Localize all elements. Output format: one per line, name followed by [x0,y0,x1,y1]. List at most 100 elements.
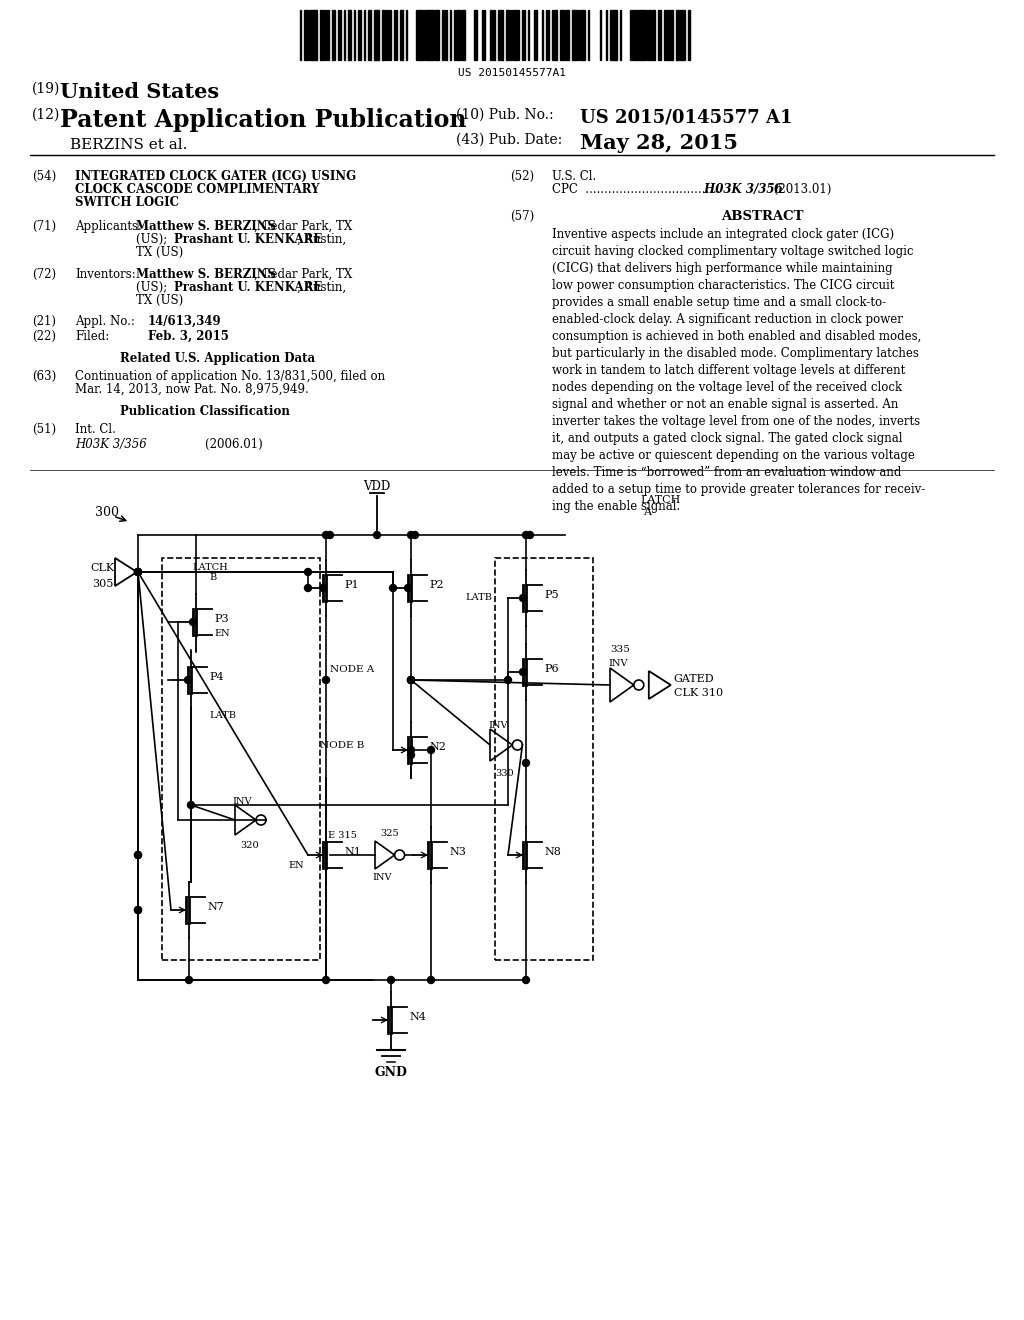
Circle shape [134,907,141,913]
Text: (2006.01): (2006.01) [160,438,263,451]
Circle shape [408,532,415,539]
Text: H03K 3/356: H03K 3/356 [700,183,782,195]
Text: TX (US): TX (US) [136,246,183,259]
Text: 305: 305 [92,579,114,589]
Circle shape [323,532,330,539]
Text: 14/613,349: 14/613,349 [148,315,221,327]
Bar [506,11,509,59]
Bar [314,11,316,59]
Text: CPC  ....................................: CPC .................................... [552,183,720,195]
Text: P3: P3 [214,614,228,624]
Circle shape [522,977,529,983]
Text: E 315: E 315 [328,830,357,840]
Text: Related U.S. Application Data: Related U.S. Application Data [120,352,315,366]
Text: INV: INV [608,660,629,668]
Circle shape [134,569,141,576]
Bar [312,11,314,59]
Text: N7: N7 [207,902,224,912]
Text: United States: United States [60,82,219,102]
Bar [400,11,403,59]
Bar [658,11,662,59]
Circle shape [134,851,141,858]
Text: GND: GND [375,1065,408,1078]
Bar [670,11,673,59]
Text: 300: 300 [95,506,119,519]
Text: CLOCK CASCODE COMPLIMENTARY: CLOCK CASCODE COMPLIMENTARY [75,183,319,195]
Text: EN: EN [214,630,229,639]
Circle shape [323,676,330,684]
Circle shape [522,759,529,767]
Circle shape [387,977,394,983]
Circle shape [526,532,534,539]
Circle shape [187,801,195,808]
Circle shape [134,851,141,858]
Bar [560,11,563,59]
Bar [304,11,306,59]
Text: NODE A: NODE A [330,665,374,675]
Text: 320: 320 [240,842,259,850]
Text: Mar. 14, 2013, now Pat. No. 8,975,949.: Mar. 14, 2013, now Pat. No. 8,975,949. [75,383,309,396]
Bar [456,11,458,59]
Circle shape [404,585,412,591]
Bar [666,11,669,59]
Bar [348,11,351,59]
Bar [474,11,476,59]
Text: LATB: LATB [209,710,236,719]
Text: N2: N2 [429,742,445,752]
Text: (51): (51) [32,422,56,436]
Text: , Cedar Park, TX: , Cedar Park, TX [254,220,352,234]
Text: (72): (72) [32,268,56,281]
Text: , Austin,: , Austin, [297,281,346,294]
Bar [688,11,690,59]
Circle shape [134,907,141,913]
Circle shape [412,532,419,539]
Text: INV: INV [232,796,252,805]
Text: INV: INV [488,721,508,730]
Bar [680,11,682,59]
Text: H03K 3/356: H03K 3/356 [75,438,146,451]
Circle shape [327,532,334,539]
Text: B: B [209,573,217,582]
Text: US 2015/0145577 A1: US 2015/0145577 A1 [580,108,793,125]
Circle shape [505,676,512,684]
Text: Appl. No.:: Appl. No.: [75,315,135,327]
Circle shape [184,676,191,684]
Bar [652,11,654,59]
Text: (US);: (US); [136,281,171,294]
Text: (22): (22) [32,330,56,343]
Bar [642,11,644,59]
Bar [612,11,614,59]
Bar [310,11,312,59]
Circle shape [408,747,415,754]
Text: Prashant U. KENKARE: Prashant U. KENKARE [174,234,323,246]
Bar [572,11,574,59]
Text: ABSTRACT: ABSTRACT [721,210,803,223]
Text: LATB: LATB [465,594,492,602]
Circle shape [304,585,311,591]
Circle shape [304,569,311,576]
Text: (12): (12) [32,108,60,121]
Text: (54): (54) [32,170,56,183]
Bar [418,11,420,59]
Bar [648,11,650,59]
Bar [462,11,465,59]
Text: (52): (52) [510,170,535,183]
Text: N3: N3 [449,847,466,857]
Bar [676,11,678,59]
Text: Inventive aspects include an integrated clock gater (ICG)
circuit having clocked: Inventive aspects include an integrated … [552,228,926,513]
Text: INTEGRATED CLOCK GATER (ICG) USING: INTEGRATED CLOCK GATER (ICG) USING [75,170,356,183]
Bar [382,11,385,59]
Text: (43) Pub. Date:: (43) Pub. Date: [456,133,562,147]
Circle shape [323,977,330,983]
Bar [430,11,432,59]
Text: CLK 310: CLK 310 [674,688,723,698]
Text: Int. Cl.: Int. Cl. [75,422,116,436]
Text: P2: P2 [429,579,443,590]
Bar [580,11,582,59]
Bar [426,11,428,59]
Circle shape [408,676,415,684]
Text: (21): (21) [32,315,56,327]
Text: Applicants:: Applicants: [75,220,142,234]
Text: U.S. Cl.: U.S. Cl. [552,170,596,183]
Bar [514,11,516,59]
